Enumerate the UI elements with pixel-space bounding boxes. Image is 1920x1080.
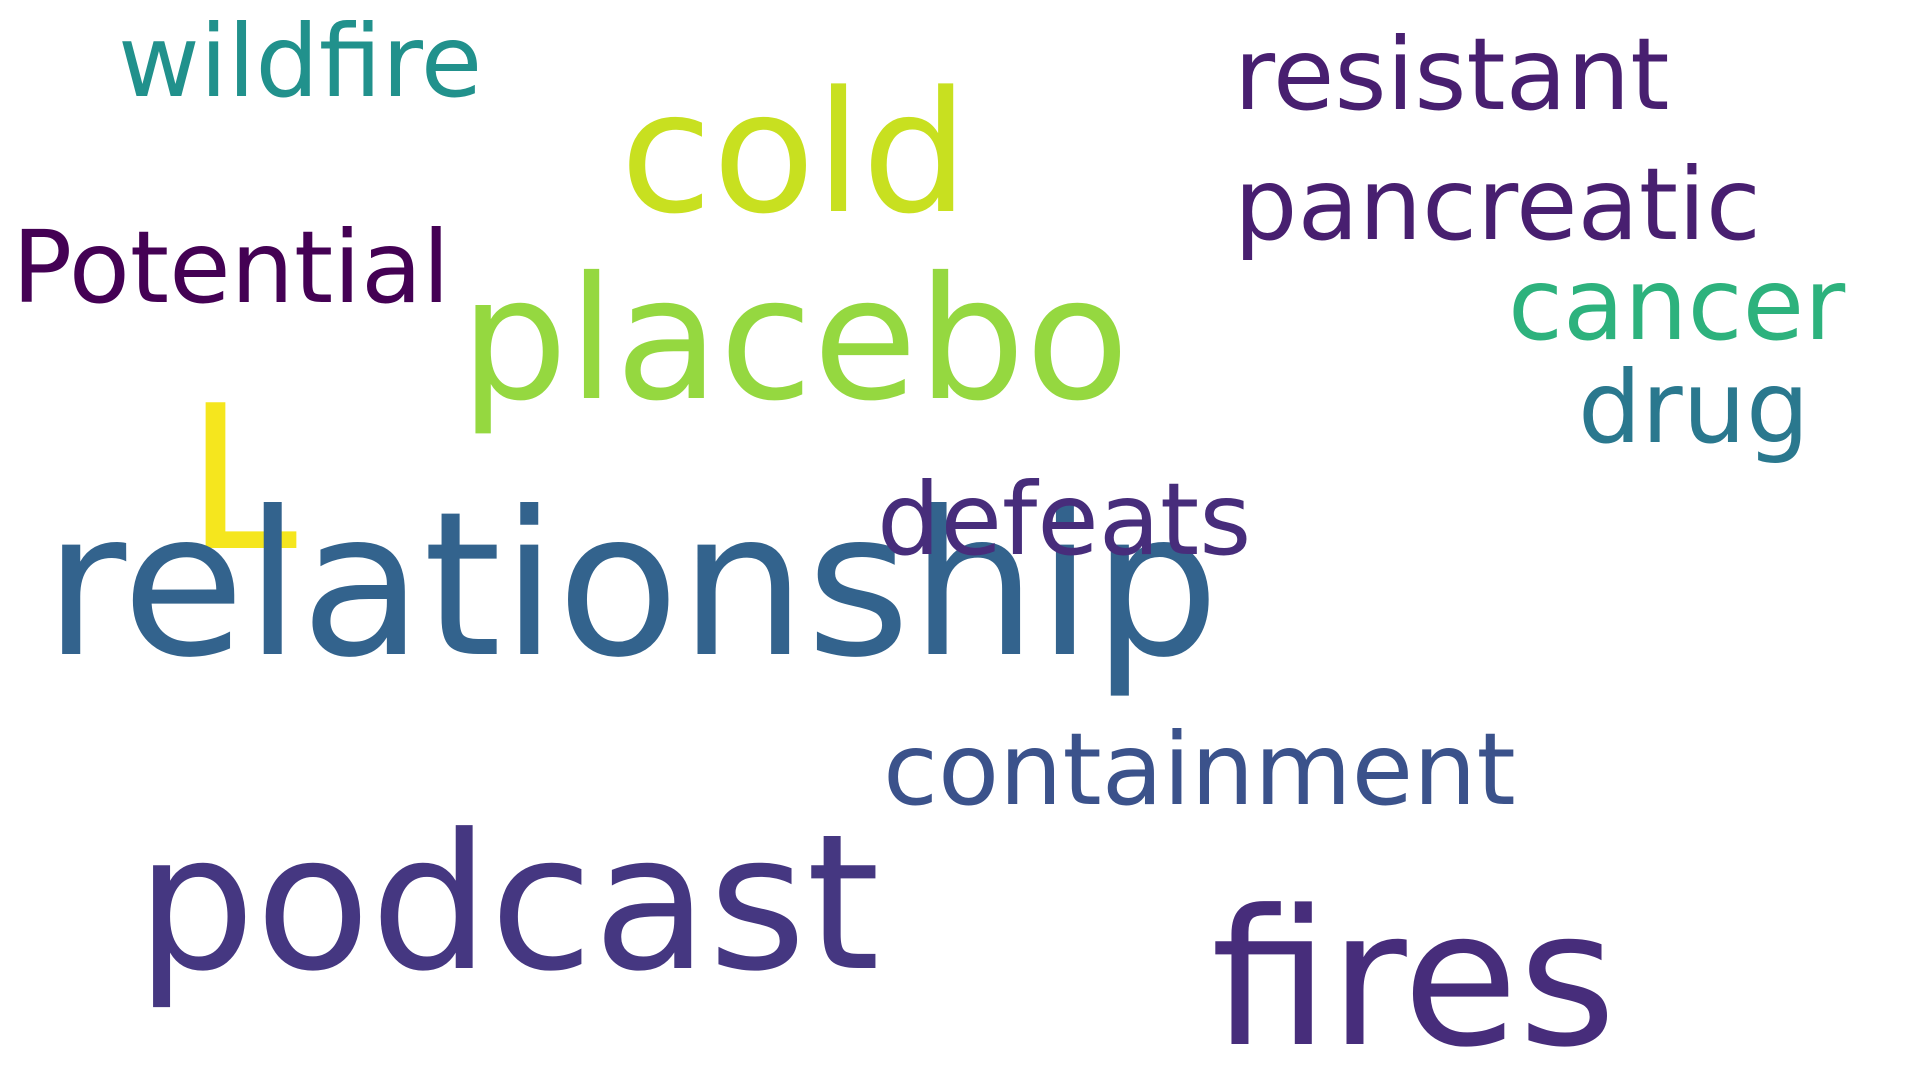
word-l: L (186, 363, 298, 596)
word-defeats: defeats (877, 461, 1252, 578)
word-wildfire: wildfire (118, 3, 483, 120)
word-relationship: relationship (44, 469, 1220, 702)
word-resistant: resistant (1234, 16, 1670, 133)
word-containment: containment (883, 711, 1516, 828)
word-cold: cold (620, 55, 969, 251)
word-fires: fires (1211, 870, 1617, 1080)
word-drug: drug (1578, 349, 1810, 466)
word-pancreatic: pancreatic (1234, 146, 1761, 263)
word-cancer: cancer (1508, 246, 1846, 363)
word-podcast: podcast (136, 794, 880, 1013)
word-placebo: placebo (460, 241, 1130, 439)
word-potential: Potential (12, 209, 451, 326)
